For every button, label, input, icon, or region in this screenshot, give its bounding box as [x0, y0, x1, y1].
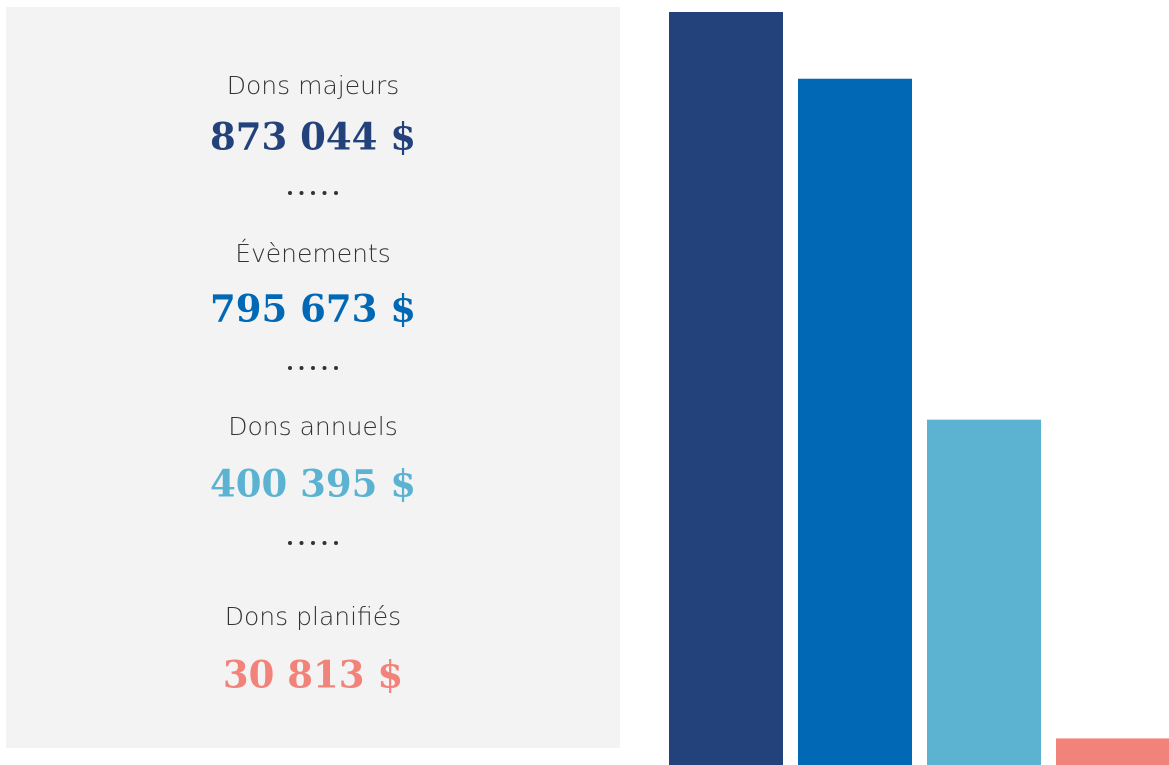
value-label: 400 395 $	[210, 462, 416, 506]
separator-dot	[288, 366, 292, 370]
bar	[927, 419, 1041, 765]
separator-dot	[322, 366, 327, 370]
bar	[669, 12, 783, 765]
category-label: Dons majeurs	[227, 71, 400, 100]
value-label: 873 044 $	[210, 115, 416, 159]
separator-dot	[322, 191, 327, 195]
separator-dot	[322, 541, 327, 545]
separator-dot	[334, 541, 338, 545]
separator-dot	[334, 191, 338, 195]
bar	[1056, 738, 1169, 765]
separator-dot	[299, 366, 304, 370]
separator-dot	[311, 366, 315, 370]
category-label: Évènements	[235, 239, 391, 268]
category-label: Dons planifiés	[225, 602, 401, 631]
separator-dot	[288, 541, 292, 545]
separator-dot	[299, 541, 304, 545]
separator-dot	[299, 191, 304, 195]
legend-panel	[6, 7, 620, 748]
separator-dot	[311, 541, 315, 545]
separator-dot	[311, 191, 315, 195]
value-label: 795 673 $	[210, 287, 416, 331]
separator-dot	[334, 366, 338, 370]
value-label: 30 813 $	[223, 653, 403, 697]
bar	[798, 78, 912, 765]
separator-dot	[288, 191, 292, 195]
category-label: Dons annuels	[228, 412, 398, 441]
